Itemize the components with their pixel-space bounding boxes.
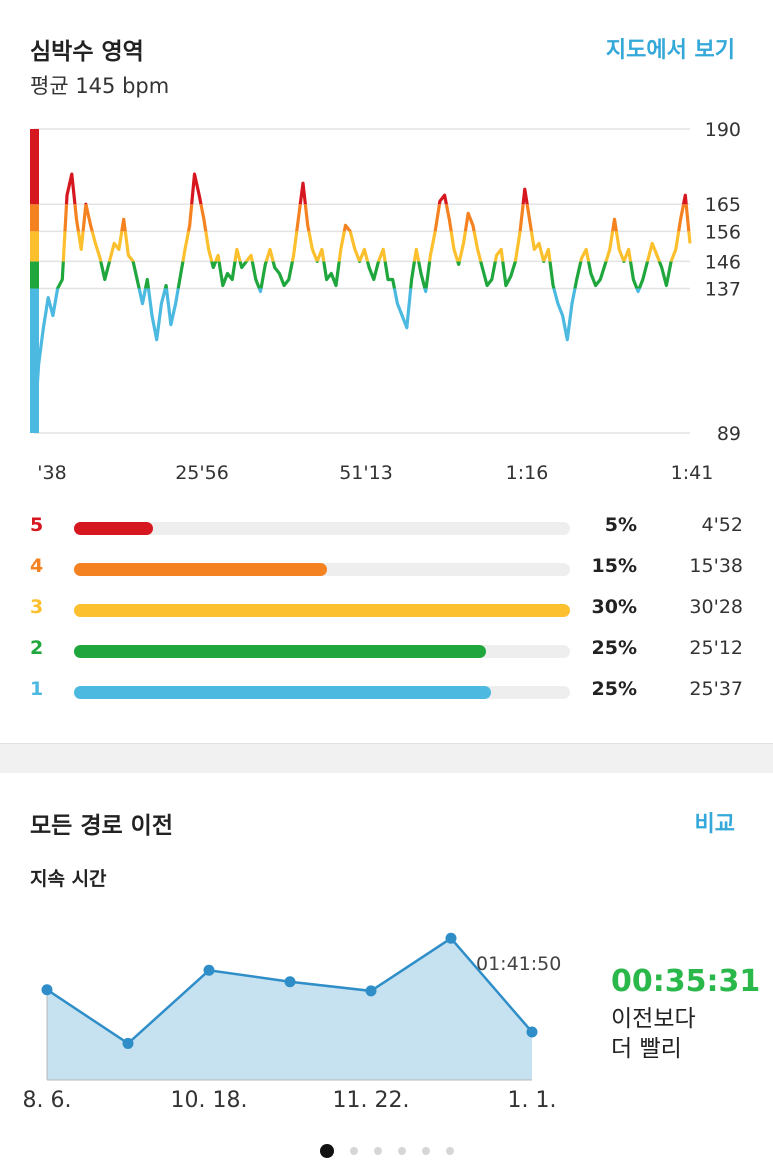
duration-trend-chart: 01:41:50 — [41, 932, 561, 1081]
hr-x-tick: '38 — [37, 462, 67, 484]
heart-rate-chart: 190 165 156 146 137 89 — [30, 119, 741, 445]
zone-row-3: 3 30% 30'28 — [0, 596, 773, 630]
hr-zone-indicator-3 — [30, 231, 39, 262]
zone-number: 5 — [30, 514, 44, 536]
zone-number: 1 — [30, 678, 44, 700]
page-dot[interactable] — [373, 1146, 382, 1155]
hr-y-tick: 156 — [705, 221, 741, 243]
hr-line-zone-5 — [64, 172, 688, 205]
page-dot[interactable] — [349, 1146, 358, 1155]
page-dot[interactable] — [319, 1143, 334, 1158]
hr-zone-indicator-1 — [30, 288, 39, 433]
trend-x-tick: 11. 22. — [332, 1088, 410, 1113]
zone-row-1: 1 25% 25'37 — [0, 678, 773, 712]
trend-area — [47, 938, 532, 1080]
hr-y-tick: 137 — [705, 279, 741, 301]
zone-number: 4 — [30, 555, 44, 577]
duration-label: 지속 시간 — [30, 868, 107, 890]
hr-section-title: 심박수 영역 — [30, 39, 144, 65]
zone-bar-fill — [74, 686, 491, 699]
hr-x-tick: 1:16 — [505, 462, 549, 484]
page-dot[interactable] — [445, 1146, 454, 1155]
zone-duration: 25'12 — [689, 637, 743, 659]
zone-row-4: 4 15% 15'38 — [0, 555, 773, 589]
trend-point[interactable] — [41, 984, 53, 996]
trend-annotation: 01:41:50 — [476, 953, 561, 975]
hr-x-tick: 1:41 — [670, 462, 714, 484]
view-on-map-link[interactable]: 지도에서 보기 — [605, 38, 735, 63]
zone-bar-fill — [74, 604, 570, 617]
hr-zone-indicator-5 — [30, 129, 39, 205]
hr-line-zone-4 — [63, 204, 691, 232]
compare-link[interactable]: 비교 — [694, 812, 735, 837]
zone-percent: 25% — [591, 637, 637, 659]
zone-percent: 5% — [604, 514, 637, 536]
zone-bar-track — [74, 522, 570, 535]
hr-y-tick: 165 — [705, 194, 741, 216]
trend-x-tick: 10. 18. — [170, 1088, 248, 1113]
route-section-title: 모든 경로 이전 — [30, 813, 173, 839]
hr-zone-indicator-2 — [30, 261, 39, 289]
zone-bar-track — [74, 645, 570, 658]
hr-y-tick: 190 — [705, 119, 741, 141]
page-indicator[interactable] — [0, 1140, 773, 1158]
trend-x-tick: 8. 6. — [22, 1088, 72, 1113]
result-text-line2: 더 빨리 — [611, 1036, 682, 1062]
hr-y-tick: 89 — [717, 423, 741, 445]
trend-point[interactable] — [203, 964, 215, 976]
zone-bar-track — [74, 604, 570, 617]
zone-percent: 30% — [591, 596, 637, 618]
trend-point[interactable] — [122, 1037, 134, 1049]
zone-bar-track — [74, 563, 570, 576]
hr-x-tick: 25'56 — [175, 462, 229, 484]
section-divider — [0, 743, 773, 774]
route-comparison-card — [0, 773, 773, 1172]
page-dot[interactable] — [421, 1146, 430, 1155]
result-description: 이전보다 더 빨리 — [611, 1004, 751, 1064]
page-dot[interactable] — [397, 1146, 406, 1155]
trend-point[interactable] — [445, 932, 457, 944]
zone-row-5: 5 5% 4'52 — [0, 514, 773, 548]
zone-bar-fill — [74, 563, 327, 576]
zone-bar-fill — [74, 645, 486, 658]
hr-x-axis: '38 25'56 51'13 1:16 1:41 — [0, 462, 773, 492]
trend-point[interactable] — [365, 985, 377, 997]
zone-row-2: 2 25% 25'12 — [0, 637, 773, 671]
zone-percent: 15% — [591, 555, 637, 577]
zone-duration: 30'28 — [689, 596, 743, 618]
result-time: 00:35:31 — [611, 964, 761, 999]
zone-percent: 25% — [591, 678, 637, 700]
zone-duration: 4'52 — [701, 514, 744, 536]
zone-duration: 25'37 — [689, 678, 743, 700]
zone-bar-track — [74, 686, 570, 699]
heart-rate-zone-card — [0, 0, 773, 743]
result-text-line1: 이전보다 — [611, 1006, 696, 1032]
hr-y-tick: 146 — [705, 251, 741, 273]
trend-x-tick: 1. 1. — [507, 1088, 557, 1113]
hr-zone-indicator-4 — [30, 204, 39, 232]
zone-duration: 15'38 — [689, 555, 743, 577]
hr-line-zone-3 — [61, 231, 692, 262]
hr-line-zone-2 — [55, 261, 673, 289]
trend-point[interactable] — [526, 1026, 538, 1038]
zone-number: 2 — [30, 637, 44, 659]
trend-point[interactable] — [284, 976, 296, 988]
hr-x-tick: 51'13 — [339, 462, 393, 484]
zone-number: 3 — [30, 596, 44, 618]
trend-x-axis: 8. 6. 10. 18. 11. 22. 1. 1. — [0, 1088, 773, 1118]
zone-bar-fill — [74, 522, 154, 535]
hr-average: 평균 145 bpm — [30, 74, 170, 98]
hr-line-zone-1 — [32, 288, 641, 434]
